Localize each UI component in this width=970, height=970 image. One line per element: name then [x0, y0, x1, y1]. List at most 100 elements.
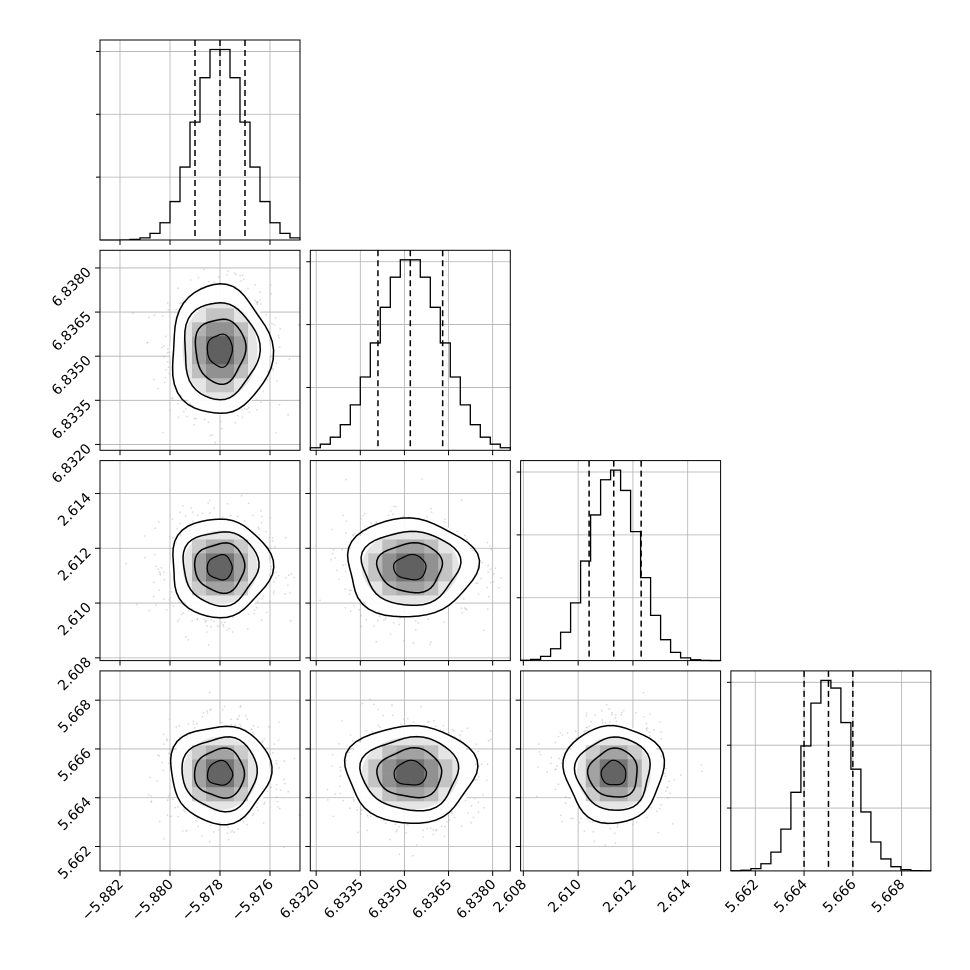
panel-frame	[520, 460, 722, 662]
sample-point	[389, 510, 392, 512]
sample-point	[247, 406, 250, 409]
sample-point	[227, 270, 229, 272]
density-cell	[206, 759, 220, 774]
y-tick-label: 2.608	[55, 654, 95, 694]
sample-point	[206, 710, 209, 713]
sample-point	[168, 351, 170, 354]
sample-point	[487, 739, 490, 742]
sample-point	[377, 724, 380, 727]
sample-point	[226, 832, 229, 835]
sample-point	[221, 516, 224, 519]
y-tick-label: 6.8350	[49, 353, 95, 399]
sample-point	[398, 853, 401, 856]
sample-point	[268, 536, 271, 539]
sample-point	[148, 609, 151, 612]
sample-point	[394, 823, 397, 826]
sample-point	[361, 702, 364, 705]
sample-point	[432, 833, 435, 836]
sample-point	[162, 431, 165, 434]
sample-point	[360, 813, 362, 816]
sample-point	[252, 514, 255, 517]
sample-point	[166, 814, 169, 817]
sample-point	[339, 792, 342, 795]
sample-point	[172, 605, 175, 608]
sample-point	[165, 738, 168, 741]
sample-point	[489, 545, 491, 547]
sample-point	[314, 544, 317, 547]
sample-point	[284, 576, 287, 579]
sample-point	[460, 607, 463, 610]
sample-point	[427, 618, 430, 621]
sample-point	[326, 795, 328, 797]
sample-point	[265, 313, 268, 316]
sample-point	[226, 503, 229, 505]
sample-point	[331, 552, 334, 555]
sample-point	[372, 624, 375, 627]
sample-point	[183, 810, 186, 812]
x-tick-label: −5.880	[129, 876, 177, 924]
sample-point	[326, 788, 329, 791]
sample-point	[247, 502, 250, 505]
sample-point	[261, 598, 263, 600]
density-cell	[192, 364, 206, 379]
sample-point	[442, 621, 445, 623]
sample-point	[214, 441, 217, 444]
sample-point	[157, 568, 160, 571]
sample-point	[163, 345, 165, 347]
sample-point	[150, 795, 152, 797]
sample-point	[245, 714, 247, 717]
sample-point	[243, 520, 246, 522]
sample-point	[461, 730, 463, 732]
sample-point	[235, 273, 237, 276]
sample-point	[287, 413, 289, 416]
sample-point	[362, 515, 364, 517]
sample-point	[224, 621, 226, 624]
sample-point	[255, 301, 258, 303]
sample-point	[153, 314, 156, 317]
sample-point	[332, 548, 335, 551]
sample-point	[365, 729, 367, 732]
density-contour	[343, 724, 479, 825]
sample-point	[342, 514, 345, 517]
sample-point	[429, 827, 432, 829]
density-cell	[424, 773, 439, 788]
sample-point	[288, 358, 291, 361]
sample-point	[203, 418, 206, 421]
sample-point	[448, 731, 451, 734]
sample-point	[169, 596, 171, 599]
sample-point	[588, 725, 590, 728]
sample-point	[192, 520, 194, 523]
density-contour	[169, 725, 273, 826]
sample-point	[204, 619, 207, 622]
sample-point	[477, 775, 480, 778]
sample-point	[459, 738, 462, 741]
density-cell	[410, 539, 425, 554]
density-cell	[382, 581, 397, 596]
sample-point	[226, 273, 228, 276]
density-cell	[220, 322, 234, 337]
sample-point	[209, 824, 212, 827]
sample-point	[176, 527, 179, 530]
sample-point	[233, 831, 236, 834]
sample-point	[339, 769, 342, 772]
sample-point	[467, 812, 470, 814]
sample-point	[168, 752, 170, 755]
sample-point	[422, 836, 424, 838]
sample-point	[196, 817, 199, 819]
sample-point	[272, 592, 275, 595]
sample-point	[184, 515, 187, 517]
sample-point	[187, 723, 190, 725]
density-cell	[192, 350, 206, 365]
sample-point	[272, 590, 275, 592]
sample-point	[365, 618, 368, 621]
density-cell	[396, 581, 411, 596]
density-cell	[206, 378, 220, 393]
density-cell	[234, 553, 248, 568]
sample-point	[248, 411, 251, 414]
sample-point	[369, 815, 372, 818]
density-cell	[438, 567, 453, 582]
sample-point	[262, 390, 265, 393]
sample-point	[217, 276, 220, 279]
sample-point	[261, 740, 264, 743]
density-contour	[171, 283, 275, 415]
